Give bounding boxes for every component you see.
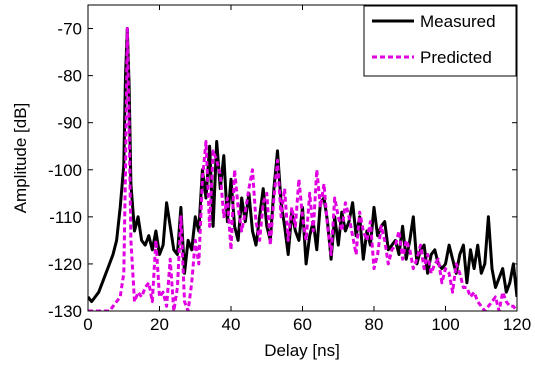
legend: Measured Predicted [363,5,517,77]
x-tick-label: 80 [365,315,384,334]
series-layer [88,27,517,311]
y-tick-label: -80 [57,67,82,86]
x-tick-label: 20 [150,315,169,334]
legend-label-predicted: Predicted [420,48,492,67]
x-axis-label: Delay [ns] [264,341,340,360]
x-tick-label: 120 [503,315,531,334]
x-tick-label: 100 [431,315,459,334]
legend-box [363,5,517,77]
y-axis-label: Amplitude [dB] [11,103,30,214]
x-tick-label: 0 [83,315,92,334]
series-line-predicted [88,27,517,311]
x-tick-label: 40 [222,315,241,334]
x-axis: 0 20 40 60 80 100 120 [83,5,531,334]
legend-label-measured: Measured [420,12,496,31]
y-tick-label: -90 [57,114,82,133]
y-axis: -130 -120 -110 -100 -90 -80 -70 [48,20,517,321]
series-line-measured [88,27,517,304]
y-tick-label: -70 [57,20,82,39]
y-tick-label: -110 [49,208,82,227]
x-tick-label: 60 [293,315,312,334]
y-tick-label: -120 [48,255,82,274]
y-tick-label: -130 [48,302,82,321]
y-tick-label: -100 [48,161,82,180]
